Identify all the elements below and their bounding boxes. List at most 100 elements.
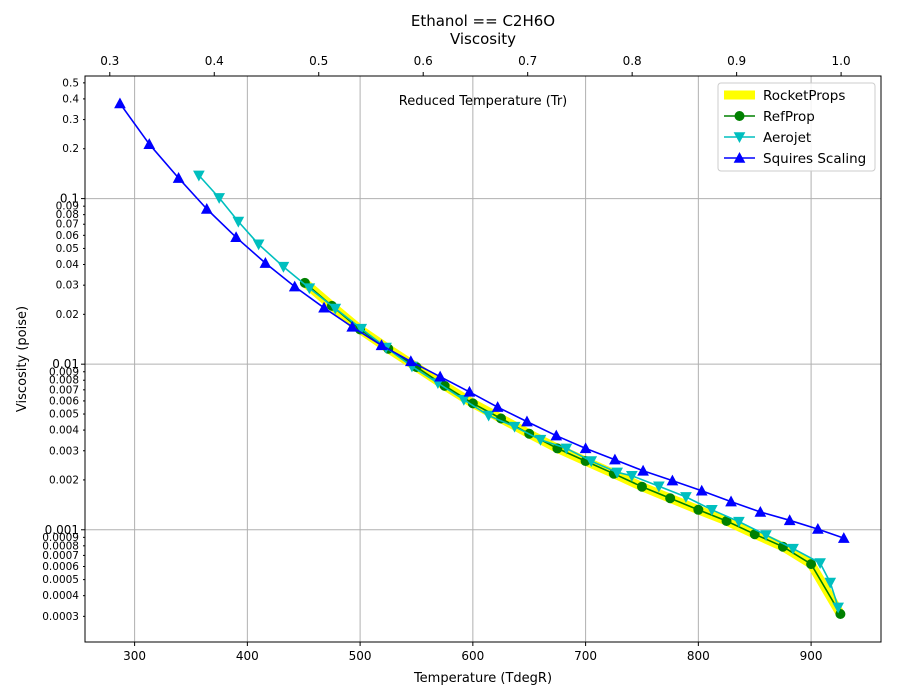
data-point [232,216,245,228]
data-point [252,239,265,251]
data-point [288,280,301,292]
data-point [609,453,621,465]
y-minor-tick-label: 0.08 [56,209,79,221]
y-minor-tick-label: 0.03 [56,280,79,292]
y-minor-tick-label: 0.05 [56,243,79,255]
legend-label: Aerojet [763,130,811,146]
y-minor-tick-label: 0.06 [56,230,80,242]
data-point [172,172,185,183]
top-tick-label: 0.8 [623,54,642,68]
legend-entry: Squires Scaling [724,151,866,167]
legend: RocketProps RefProp Aerojet Squires Scaling [717,82,876,172]
data-point [318,301,330,313]
y-minor-tick-label: 0.0005 [42,574,79,586]
data-point [680,492,692,503]
data-point [463,385,476,397]
y-minor-tick-label: 0.008 [49,375,79,387]
data-point [329,303,342,315]
data-point [787,543,799,555]
data-point [653,481,665,493]
data-point [585,456,598,468]
y-minor-tick-label: 0.002 [49,474,79,486]
series-line [198,174,839,609]
top-tick-label: 0.4 [205,54,224,68]
data-point [665,493,676,504]
data-point [405,355,417,367]
data-point [277,261,290,273]
data-point [693,504,704,515]
data-point [695,484,708,496]
x-axis-label: Temperature (TdegR) [413,671,552,686]
data-point [733,151,746,163]
data-point [579,442,592,454]
data-point [760,530,772,542]
data-point [230,231,242,243]
data-point [434,370,446,382]
data-point [733,132,746,144]
data-point [114,97,126,109]
data-point [636,481,647,492]
legend-box [717,82,876,172]
x-tick-label: 900 [800,649,823,663]
legend-entry: RocketProps [724,88,845,104]
x-tick-label: 500 [349,649,372,663]
data-point [824,577,837,589]
data-point [560,443,573,455]
data-point [837,532,850,543]
axis-ticks: 300 400 500 600 700 800 900 0.3 0.4 0.5 0.6 0.7 0.8 0… [42,54,850,663]
data-point [213,193,226,204]
data-point [375,339,388,351]
y-major-tick-label: 0.1 [60,192,79,206]
data-point [521,415,533,427]
x-tick-label: 300 [123,649,146,663]
y-minor-tick-label: 0.0008 [42,540,79,552]
y-minor-tick-label: 0.09 [56,201,79,213]
y-minor-tick-label: 0.005 [49,409,79,421]
data-point [783,514,796,526]
legend-entry: RefProp [724,109,815,125]
legend-entry: Aerojet [724,130,811,146]
x-tick-label: 800 [687,649,710,663]
data-point [491,401,504,412]
data-point [200,202,213,214]
legend-label: RocketProps [763,88,845,104]
plot-series [114,97,850,619]
data-point [508,421,521,433]
y-minor-tick-label: 0.007 [49,384,79,396]
top-tick-label: 0.7 [518,54,537,68]
data-point [734,111,745,121]
y-minor-tick-label: 0.004 [49,425,79,437]
y-minor-tick-label: 0.04 [56,259,80,271]
chart-title: Ethanol == C2H6O [411,12,555,30]
data-point [611,467,624,479]
data-point [303,283,316,295]
data-point [706,505,718,516]
data-point [812,523,824,534]
data-point [259,257,272,268]
data-point [806,559,817,570]
y-minor-tick-label: 0.0007 [42,550,79,562]
data-point [666,474,679,486]
x-tick-label: 700 [574,649,597,663]
y-minor-tick-label: 0.0003 [42,611,79,623]
data-point [832,602,844,614]
top-tick-label: 0.5 [309,54,328,68]
top-tick-label: 0.6 [414,54,433,68]
grid [85,76,881,642]
data-point [550,429,563,441]
legend-label: Squires Scaling [763,151,866,167]
data-point [346,320,359,332]
y-minor-tick-label: 0.003 [49,445,79,457]
top-axis-annotation: Reduced Temperature (Tr) [399,94,567,109]
top-tick-label: 0.3 [100,54,119,68]
x-tick-label: 600 [461,649,484,663]
y-minor-tick-label: 0.006 [49,395,79,407]
y-major-tick-label: 0.01 [52,357,79,371]
data-point [482,410,495,422]
top-tick-label: 1.0 [832,54,851,68]
y-minor-tick-label: 0.3 [62,114,79,126]
series-squires-scaling [114,97,850,543]
chart-subtitle: Viscosity [450,30,516,48]
y-minor-tick-label: 0.07 [56,219,79,231]
